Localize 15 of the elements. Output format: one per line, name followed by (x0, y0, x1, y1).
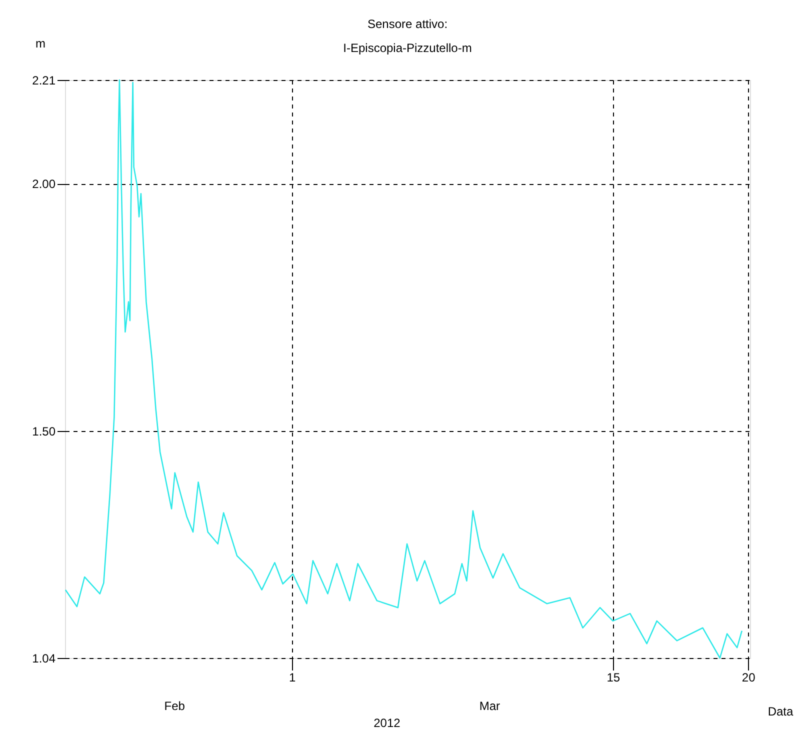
y-tick-label: 2.21 (32, 74, 56, 88)
x-tick-label: 15 (606, 670, 620, 684)
chart-title: Sensore attivo: (367, 17, 448, 31)
x-tick-label: 1 (289, 670, 296, 684)
text: 2012 (374, 716, 401, 730)
chart-subtitle: I-Episcopia-Pizzutello-m (343, 41, 472, 55)
line-series (64, 79, 743, 659)
y-tick-label: 2.00 (32, 177, 56, 192)
y-tick-label: 1.04 (32, 652, 56, 666)
y-tick-label: 1.50 (32, 424, 56, 438)
text: Feb (164, 699, 186, 713)
text: Mar (479, 699, 500, 713)
y-axis-title: m (36, 36, 46, 50)
x-axis-title: Data (768, 704, 794, 718)
x-tick-label: 20 (742, 670, 756, 684)
